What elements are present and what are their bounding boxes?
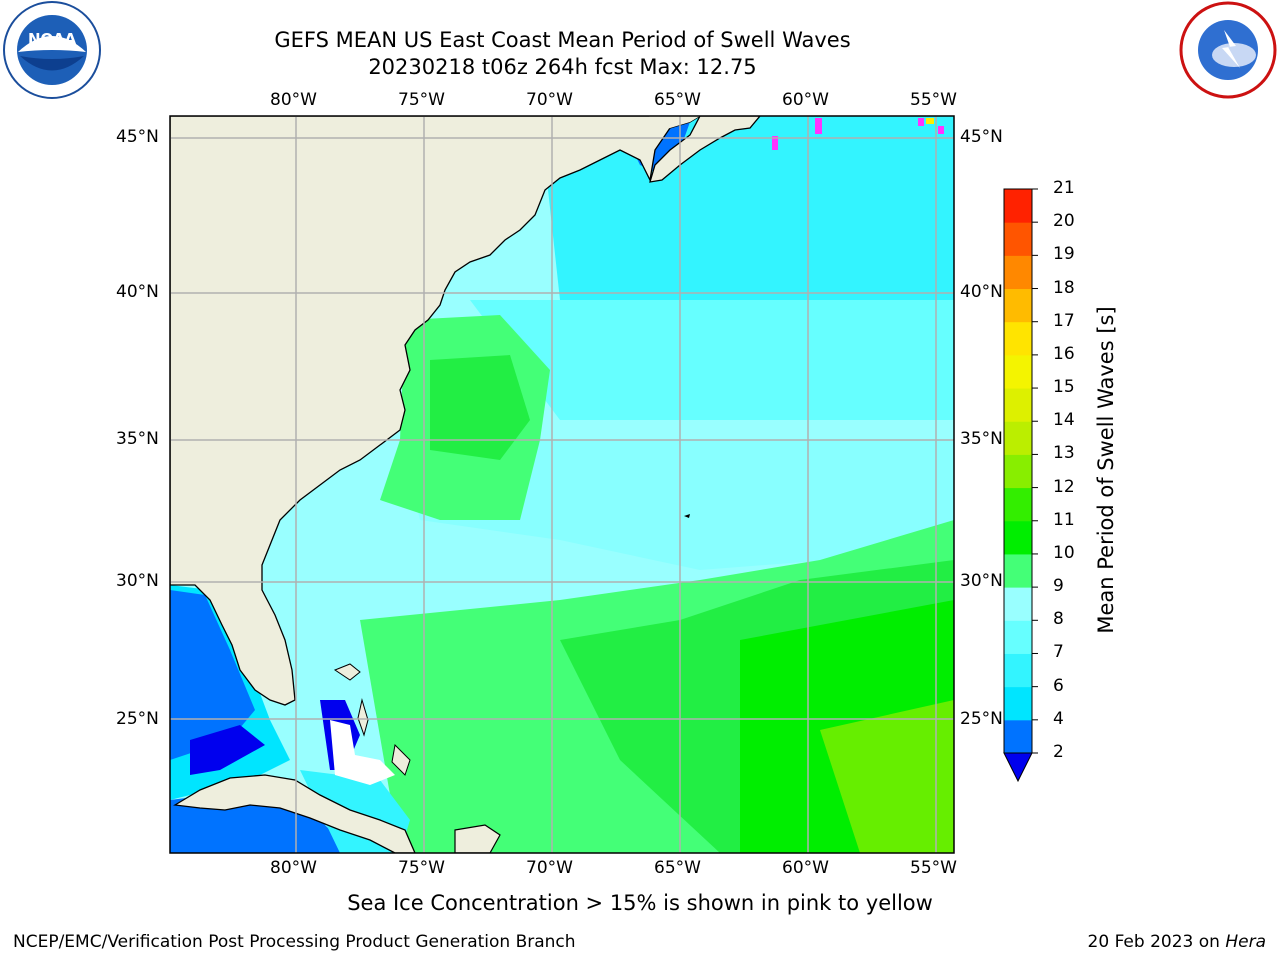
sea-ice-marker bbox=[926, 118, 934, 124]
land-bahamas bbox=[391, 743, 411, 776]
sea-ice-marker bbox=[772, 136, 778, 150]
colorbar-segment bbox=[1004, 321, 1032, 356]
chart-subtitle: 20230218 t06z 264h fcst Max: 12.75 bbox=[368, 55, 757, 79]
swell-region-10-11 bbox=[430, 355, 530, 460]
colorbar-segment bbox=[1004, 189, 1032, 223]
colorbar-tick-label: 4 bbox=[1053, 708, 1064, 729]
colorbar-tick-label: 2 bbox=[1053, 742, 1064, 762]
land-bahamas bbox=[333, 663, 361, 681]
colorbar-tick-label: 9 bbox=[1053, 576, 1064, 597]
colorbar-tick-label: 21 bbox=[1053, 178, 1075, 198]
lon-label-bottom: 55°W bbox=[910, 858, 957, 878]
lon-label-top: 75°W bbox=[398, 90, 445, 110]
colorbar-label: Mean Period of Swell Waves [s] bbox=[1094, 306, 1118, 634]
lat-label-right: 30°N bbox=[960, 571, 1003, 591]
lon-label-top: 80°W bbox=[270, 90, 317, 110]
land-bermuda bbox=[684, 514, 690, 518]
bahamas-bank-white bbox=[330, 720, 395, 785]
land-hispaniola bbox=[454, 824, 501, 853]
colorbar-tick-label: 19 bbox=[1053, 244, 1075, 265]
colorbar-tick-label: 16 bbox=[1053, 343, 1075, 364]
lat-label-left: 25°N bbox=[116, 709, 159, 729]
noaa-logo: NOAA bbox=[3, 1, 101, 99]
sea-ice-caption: Sea Ice Concentration > 15% is shown in … bbox=[347, 891, 933, 915]
map-gridlines bbox=[170, 116, 954, 853]
land-bahamas bbox=[357, 698, 369, 737]
colorbar-segment bbox=[1004, 719, 1032, 754]
lat-label-right: 45°N bbox=[960, 127, 1003, 147]
lon-label-top: 70°W bbox=[526, 90, 573, 110]
sea-ice-marker bbox=[918, 118, 924, 126]
sea-ice-marker bbox=[938, 126, 944, 134]
colorbar-segment bbox=[1004, 620, 1032, 654]
lon-label-bottom: 75°W bbox=[398, 858, 445, 878]
land-maritimes-north bbox=[640, 116, 700, 132]
colorbar-tick-label: 10 bbox=[1053, 542, 1075, 563]
lat-label-left: 35°N bbox=[116, 429, 159, 449]
land-north-america bbox=[170, 116, 702, 706]
lon-label-top: 65°W bbox=[654, 90, 701, 110]
colorbar-frame bbox=[1003, 188, 1033, 754]
lon-label-top: 55°W bbox=[910, 90, 957, 110]
footer-date-text: 20 Feb 2023 on bbox=[1087, 932, 1226, 952]
colorbar-under-extension bbox=[1003, 752, 1033, 783]
colorbar-tick-label: 20 bbox=[1053, 211, 1075, 232]
colorbar-segment bbox=[1004, 388, 1032, 422]
colorbar-segment bbox=[1004, 553, 1032, 588]
lat-label-right: 40°N bbox=[960, 282, 1003, 302]
chart-title: GEFS MEAN US East Coast Mean Period of S… bbox=[274, 28, 851, 52]
colorbar-tick-label: 18 bbox=[1053, 277, 1075, 298]
colorbar-tick-label: 17 bbox=[1053, 310, 1075, 331]
swell-region-2-4 bbox=[170, 590, 255, 760]
lat-label-left: 45°N bbox=[116, 127, 159, 147]
footer-credit: NCEP/EMC/Verification Post Processing Pr… bbox=[13, 932, 576, 952]
swell-region-under-2 bbox=[190, 725, 265, 775]
colorbar-segment bbox=[1004, 222, 1032, 256]
lat-label-left: 40°N bbox=[116, 282, 159, 302]
lat-label-right: 25°N bbox=[960, 709, 1003, 729]
colorbar-tick-label: 12 bbox=[1053, 476, 1075, 497]
colorbar-segment bbox=[1004, 487, 1032, 522]
lat-label-right: 35°N bbox=[960, 429, 1003, 449]
colorbar-tick-label: 14 bbox=[1053, 410, 1075, 431]
colorbar-segment bbox=[1004, 587, 1032, 621]
footer-machine: Hera bbox=[1225, 932, 1266, 952]
lon-label-bottom: 70°W bbox=[526, 858, 573, 878]
lon-label-bottom: 60°W bbox=[782, 858, 829, 878]
colorbar-tick-label: 8 bbox=[1053, 609, 1064, 630]
colorbar-segment bbox=[1004, 653, 1032, 688]
swell-region-7-8 bbox=[400, 440, 954, 570]
colorbar-segment bbox=[1004, 255, 1032, 290]
colorbar-tick-label: 7 bbox=[1053, 642, 1064, 663]
colorbar-segment bbox=[1004, 354, 1032, 389]
map-frame bbox=[169, 115, 955, 854]
swell-region-6-7 bbox=[470, 300, 954, 420]
lat-label-left: 30°N bbox=[116, 571, 159, 591]
colorbar-tick-label: 6 bbox=[1053, 675, 1064, 696]
swell-region-12-13 bbox=[820, 700, 954, 853]
colorbar-segment bbox=[1004, 421, 1032, 455]
colorbar-tick-label: 13 bbox=[1053, 443, 1075, 464]
noaa-logo-text: NOAA bbox=[28, 30, 77, 48]
land-cuba bbox=[173, 774, 416, 853]
nws-logo bbox=[1179, 1, 1277, 99]
colorbar-tick-label: 11 bbox=[1053, 509, 1075, 530]
colorbar-tick-label: 15 bbox=[1053, 377, 1075, 398]
colorbar-segment bbox=[1004, 288, 1032, 323]
sea-ice-marker bbox=[815, 118, 822, 134]
colorbar-segment bbox=[1004, 686, 1032, 721]
lon-label-top: 60°W bbox=[782, 90, 829, 110]
colorbar-segment bbox=[1004, 520, 1032, 555]
footer-date: 20 Feb 2023 on Hera bbox=[1088, 932, 1266, 952]
colorbar bbox=[1003, 188, 1038, 783]
colorbar-segment bbox=[1004, 454, 1032, 489]
lon-label-bottom: 65°W bbox=[654, 858, 701, 878]
lon-label-bottom: 80°W bbox=[270, 858, 317, 878]
